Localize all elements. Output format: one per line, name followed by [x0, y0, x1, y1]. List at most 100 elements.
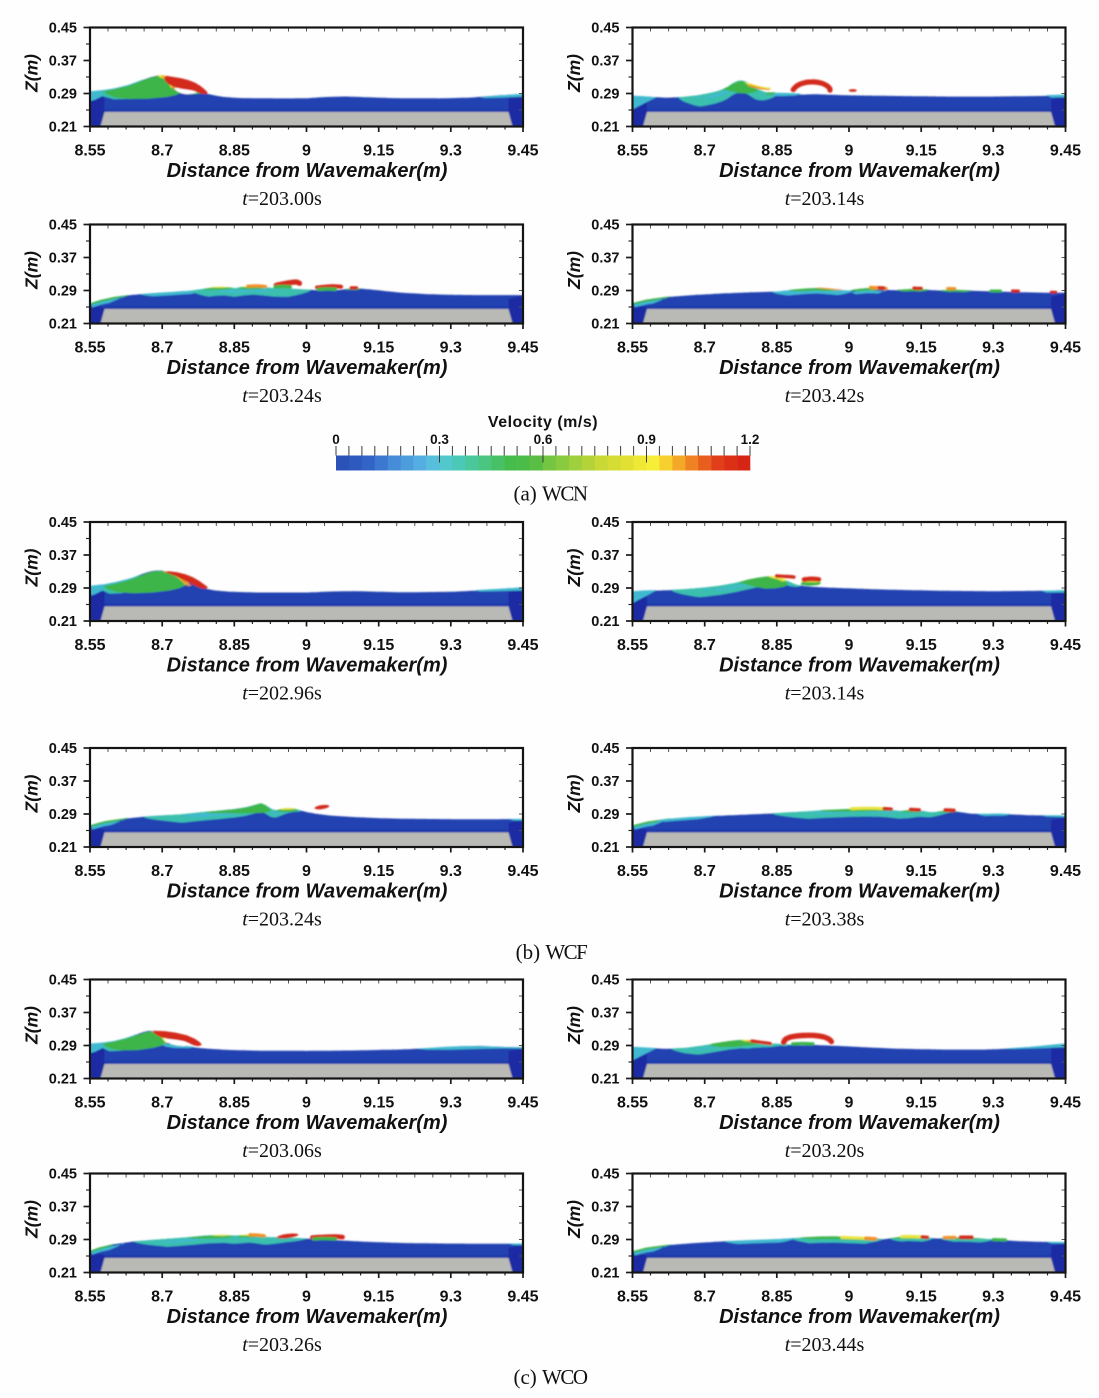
svg-text:0.29: 0.29 [49, 284, 77, 300]
svg-text:0.45: 0.45 [591, 218, 619, 234]
svg-text:Distance from Wavemaker(m): Distance from Wavemaker(m) [719, 1112, 1000, 1134]
svg-text:9.3: 9.3 [440, 340, 462, 357]
svg-text:0.29: 0.29 [49, 87, 77, 103]
svg-text:8.55: 8.55 [617, 340, 648, 357]
svg-text:0.37: 0.37 [591, 1200, 619, 1216]
svg-text:0.21: 0.21 [591, 1266, 619, 1282]
svg-text:8.85: 8.85 [761, 637, 792, 654]
svg-text:0.21: 0.21 [49, 614, 77, 630]
svg-text:Distance from Wavemaker(m): Distance from Wavemaker(m) [719, 160, 1000, 182]
svg-text:8.85: 8.85 [219, 1289, 250, 1306]
svg-text:t=203.42s: t=203.42s [785, 385, 865, 407]
svg-text:9.15: 9.15 [906, 143, 937, 160]
svg-text:Z(m): Z(m) [22, 548, 42, 587]
svg-text:Z(m): Z(m) [564, 774, 584, 813]
svg-text:9.3: 9.3 [440, 863, 462, 880]
svg-text:Z(m): Z(m) [564, 54, 584, 93]
svg-text:Distance from Wavemaker(m): Distance from Wavemaker(m) [167, 1112, 448, 1134]
svg-text:8.7: 8.7 [151, 637, 173, 654]
svg-text:0.37: 0.37 [49, 1006, 77, 1022]
svg-text:8.55: 8.55 [617, 1095, 648, 1112]
svg-text:0.37: 0.37 [49, 774, 77, 790]
svg-text:0.37: 0.37 [591, 54, 619, 70]
svg-text:0.29: 0.29 [49, 1233, 77, 1249]
svg-text:0.45: 0.45 [49, 218, 77, 234]
svg-text:0.37: 0.37 [591, 1006, 619, 1022]
svg-text:0.29: 0.29 [591, 87, 619, 103]
svg-text:0.29: 0.29 [591, 1233, 619, 1249]
svg-text:9.3: 9.3 [982, 1289, 1004, 1306]
svg-text:8.85: 8.85 [761, 863, 792, 880]
svg-text:Z(m): Z(m) [22, 54, 42, 93]
svg-text:0.45: 0.45 [591, 1167, 619, 1183]
svg-text:9: 9 [302, 1289, 311, 1306]
svg-text:0.6: 0.6 [534, 432, 553, 447]
svg-text:Z(m): Z(m) [22, 774, 42, 813]
svg-text:Z(m): Z(m) [22, 251, 42, 290]
svg-text:8.85: 8.85 [761, 340, 792, 357]
svg-text:0.45: 0.45 [591, 973, 619, 989]
svg-text:9.3: 9.3 [982, 143, 1004, 160]
svg-text:9.45: 9.45 [1050, 637, 1081, 654]
svg-text:t=203.24s: t=203.24s [242, 385, 322, 407]
svg-text:0.45: 0.45 [49, 515, 77, 531]
svg-text:0.45: 0.45 [591, 21, 619, 37]
svg-text:0.29: 0.29 [591, 581, 619, 597]
svg-text:8.7: 8.7 [694, 1095, 716, 1112]
svg-text:9.45: 9.45 [507, 1095, 538, 1112]
svg-text:Distance from Wavemaker(m): Distance from Wavemaker(m) [167, 357, 448, 379]
svg-text:0.45: 0.45 [591, 515, 619, 531]
svg-text:Z(m): Z(m) [564, 1200, 584, 1239]
svg-text:9.3: 9.3 [440, 143, 462, 160]
svg-text:9.45: 9.45 [507, 340, 538, 357]
svg-text:t=202.96s: t=202.96s [242, 683, 322, 705]
svg-text:9: 9 [845, 1095, 854, 1112]
svg-text:Distance from Wavemaker(m): Distance from Wavemaker(m) [719, 655, 1000, 677]
svg-text:0.21: 0.21 [49, 840, 77, 856]
svg-text:8.7: 8.7 [151, 340, 173, 357]
svg-text:Z(m): Z(m) [22, 1006, 42, 1045]
svg-text:8.85: 8.85 [219, 143, 250, 160]
svg-text:8.85: 8.85 [219, 863, 250, 880]
svg-text:9.45: 9.45 [507, 143, 538, 160]
svg-text:9.45: 9.45 [1050, 1095, 1081, 1112]
svg-text:t=203.26s: t=203.26s [242, 1334, 322, 1356]
svg-text:9: 9 [302, 1095, 311, 1112]
svg-text:8.55: 8.55 [74, 340, 105, 357]
svg-text:Distance from Wavemaker(m): Distance from Wavemaker(m) [167, 160, 448, 182]
svg-text:Distance from Wavemaker(m): Distance from Wavemaker(m) [167, 1306, 448, 1328]
svg-text:8.7: 8.7 [694, 863, 716, 880]
svg-text:0.29: 0.29 [591, 1039, 619, 1055]
svg-text:t=203.44s: t=203.44s [785, 1334, 865, 1356]
svg-text:9.3: 9.3 [982, 340, 1004, 357]
svg-text:9: 9 [845, 637, 854, 654]
svg-text:9.3: 9.3 [982, 863, 1004, 880]
svg-text:8.7: 8.7 [151, 1289, 173, 1306]
svg-text:8.85: 8.85 [761, 1289, 792, 1306]
svg-text:9.3: 9.3 [982, 1095, 1004, 1112]
svg-text:Z(m): Z(m) [564, 548, 584, 587]
svg-text:9.3: 9.3 [982, 637, 1004, 654]
svg-text:0.37: 0.37 [49, 548, 77, 564]
svg-text:8.7: 8.7 [151, 1095, 173, 1112]
svg-text:9: 9 [845, 863, 854, 880]
svg-text:Z(m): Z(m) [22, 1200, 42, 1239]
svg-text:9.45: 9.45 [1050, 1289, 1081, 1306]
svg-text:0.21: 0.21 [591, 120, 619, 136]
svg-text:9.15: 9.15 [906, 1289, 937, 1306]
svg-text:(b) WCF: (b) WCF [516, 940, 588, 964]
svg-text:9.15: 9.15 [363, 143, 394, 160]
svg-text:0.45: 0.45 [49, 1167, 77, 1183]
svg-text:Distance from Wavemaker(m): Distance from Wavemaker(m) [167, 655, 448, 677]
svg-text:9.45: 9.45 [1050, 340, 1081, 357]
svg-text:9.15: 9.15 [906, 1095, 937, 1112]
svg-text:t=203.00s: t=203.00s [242, 188, 322, 210]
svg-text:9.15: 9.15 [363, 1289, 394, 1306]
svg-text:8.55: 8.55 [74, 143, 105, 160]
svg-text:t=203.38s: t=203.38s [785, 909, 865, 931]
svg-text:8.85: 8.85 [219, 340, 250, 357]
svg-text:0.37: 0.37 [49, 251, 77, 267]
svg-text:t=203.14s: t=203.14s [785, 683, 865, 705]
svg-text:0.29: 0.29 [49, 1039, 77, 1055]
svg-text:0.21: 0.21 [49, 1266, 77, 1282]
